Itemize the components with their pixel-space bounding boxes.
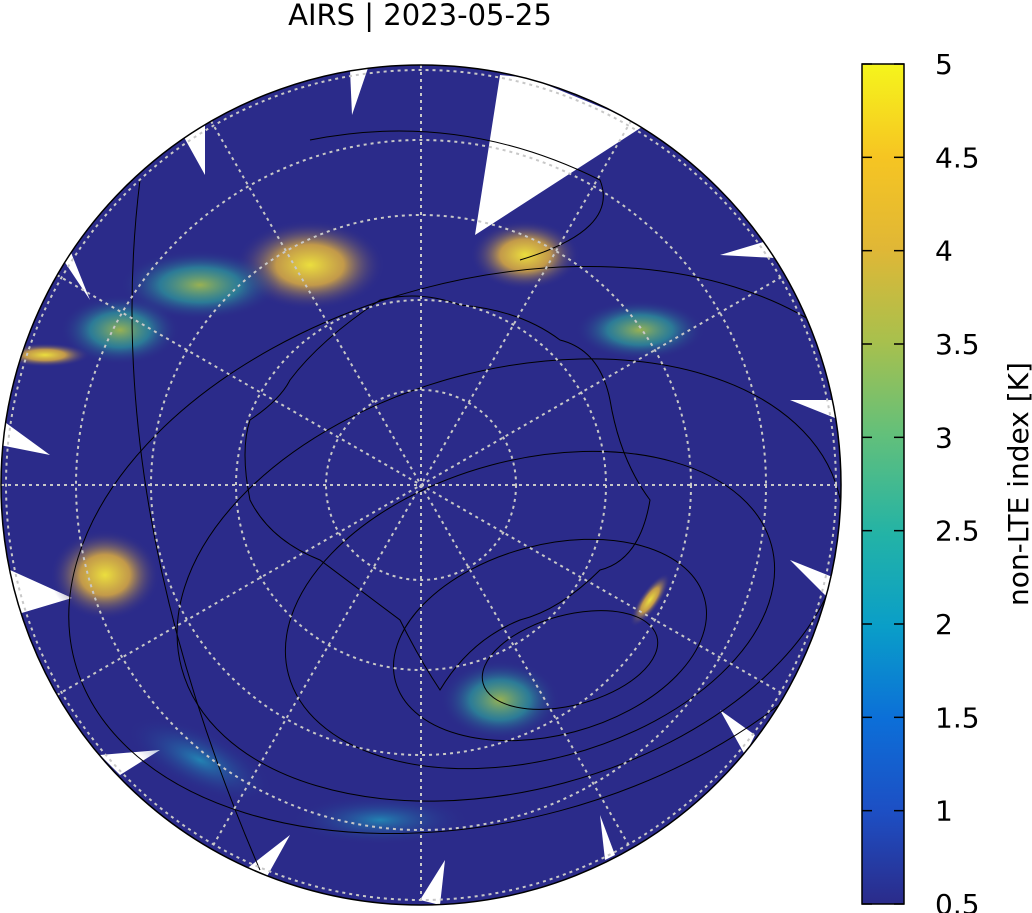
- hotspot-far-left: [1, 343, 90, 367]
- hotspot-upper-right: [470, 220, 705, 360]
- lat-lon-grid: [1, 65, 841, 905]
- chart-title: AIRS | 2023-05-25: [288, 0, 552, 32]
- colorbar-tick-label: 4.5: [935, 141, 980, 174]
- map-border: [0, 64, 842, 906]
- hotspot-right: [629, 573, 671, 627]
- data-gap-left: [60, 250, 90, 300]
- hotspot-lower-center: [440, 660, 560, 740]
- data-gap-left-lower: [10, 570, 72, 615]
- data-gap-right-lower: [720, 710, 755, 755]
- hotspot-left: [50, 530, 160, 620]
- antarctica-coastline: [244, 295, 651, 691]
- data-gap-right-mid: [790, 400, 838, 418]
- data-gap-top-left: [350, 68, 368, 115]
- colorbar-ticks: 0.5 1 1.5 2 2.5 3 3.5 4 4.5 5: [862, 48, 980, 913]
- colorbar-tick-label: 2: [935, 608, 953, 641]
- data-gap-bottom-right: [600, 815, 615, 860]
- colorbar-label: non-LTE index [K]: [1002, 362, 1032, 606]
- colorbar-tick-label: 0.5: [935, 888, 980, 913]
- colorbar: [861, 63, 905, 905]
- colorbar-tick-label: 4: [935, 235, 953, 268]
- colorbar-tick-label: 3: [935, 421, 953, 454]
- data-gap-top: [475, 75, 645, 235]
- colorbar-tick-label: 2.5: [935, 515, 980, 548]
- colorbar-tick-label: 1: [935, 795, 953, 828]
- data-gap-bottom-center: [420, 860, 445, 905]
- data-gap-right-upper: [720, 240, 775, 258]
- hotspot-upper-left: [60, 220, 385, 365]
- data-gap-left-mid: [1, 420, 50, 455]
- colorbar-tick-label: 5: [935, 48, 953, 81]
- colorbar-tick-label: 1.5: [935, 701, 980, 734]
- colorbar-tick-label: 3.5: [935, 328, 980, 361]
- data-gap-bottom: [245, 835, 290, 880]
